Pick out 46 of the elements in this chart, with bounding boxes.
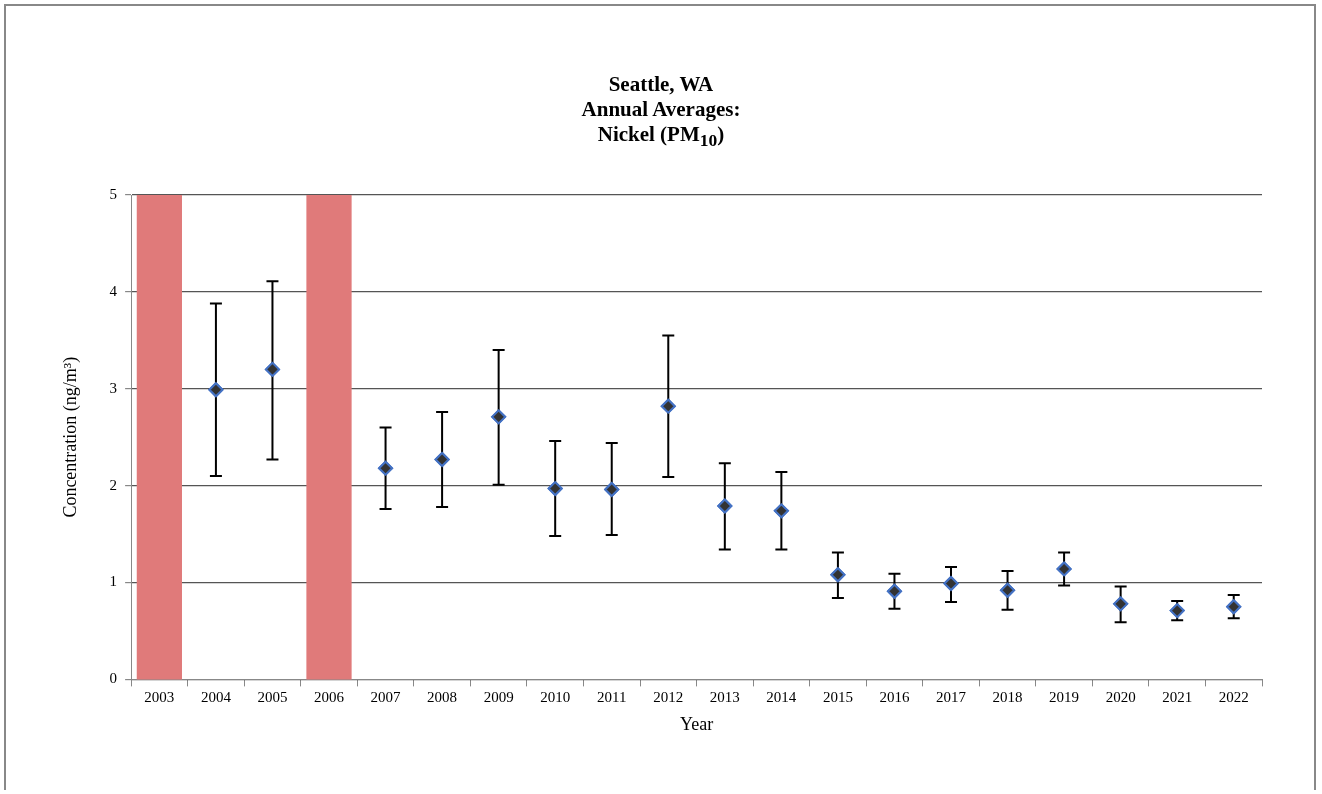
y-tick-label: 1 — [109, 573, 118, 590]
x-tick-label: 2011 — [597, 689, 627, 706]
point — [1056, 561, 1072, 577]
x-tick-label: 2005 — [257, 689, 288, 706]
point — [773, 503, 789, 519]
x-tick-label: 2006 — [314, 689, 345, 706]
x-tick-label: 2016 — [879, 689, 910, 706]
point — [264, 361, 280, 377]
point — [1226, 599, 1242, 615]
point — [1000, 582, 1016, 598]
y-tick-label: 4 — [109, 282, 118, 299]
point — [604, 482, 620, 498]
point — [660, 398, 676, 414]
y-tick-label: 0 — [109, 670, 118, 687]
x-tick-label: 2013 — [709, 689, 740, 706]
point — [208, 382, 224, 398]
x-tick-label: 2004 — [200, 689, 232, 706]
point — [491, 409, 507, 425]
x-tick-label: 2007 — [370, 689, 402, 706]
point — [830, 567, 846, 583]
x-tick-label: 2014 — [766, 689, 797, 706]
x-tick-label: 2012 — [653, 689, 684, 706]
point — [547, 481, 563, 497]
x-tick-label: 2017 — [936, 689, 967, 706]
point — [378, 460, 394, 476]
x-tick-label: 2021 — [1162, 689, 1193, 706]
x-tick-label: 2018 — [992, 689, 1023, 706]
y-tick-label: 2 — [109, 476, 118, 493]
chart-title: Seattle, WA Annual Averages: Nickel (PM$_{10}$) — [580, 72, 742, 153]
x-tick-label: 2003 — [144, 689, 175, 706]
y-tick-label: 3 — [109, 379, 118, 396]
x-tick-label: 2015 — [822, 689, 853, 706]
point — [717, 498, 733, 514]
point — [1113, 596, 1129, 612]
x-tick-label: 2008 — [427, 689, 458, 706]
x-axis-title: Year — [679, 713, 714, 734]
x-tick-label: 2009 — [483, 689, 514, 706]
point — [943, 575, 959, 591]
x-tick-label: 2010 — [540, 689, 571, 706]
x-tick-label: 2022 — [1218, 689, 1249, 706]
x-tick-label: 2020 — [1105, 689, 1136, 706]
point — [434, 451, 450, 467]
x-tick-label: 2019 — [1049, 689, 1080, 706]
y-tick-label: 5 — [109, 185, 118, 202]
y-axis-title: Concentration (ng/m³) — [59, 356, 81, 518]
point — [886, 583, 902, 599]
